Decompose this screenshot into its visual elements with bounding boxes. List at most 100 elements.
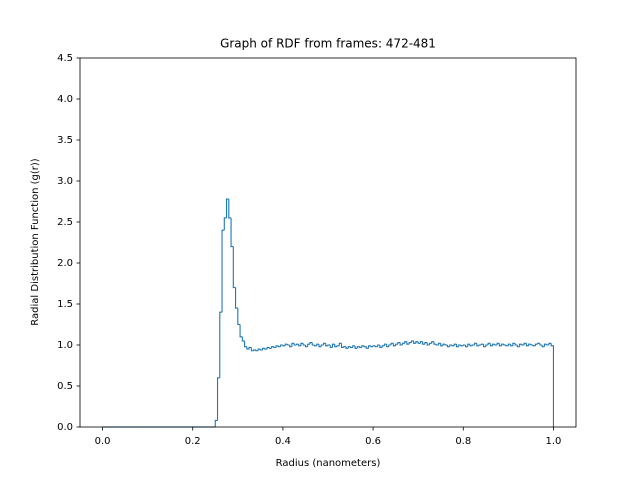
histogram-step — [548, 342, 552, 345]
histogram-step — [453, 343, 457, 346]
histogram-step — [467, 343, 471, 347]
histogram-step — [390, 342, 394, 345]
y-tick-label: 3.5 — [57, 135, 73, 146]
histogram-step — [525, 343, 529, 347]
histogram-step — [336, 345, 340, 347]
histogram-step — [451, 345, 455, 347]
histogram-step — [485, 344, 489, 347]
histogram-step — [408, 341, 412, 345]
histogram-step — [241, 336, 245, 342]
histogram-step — [483, 344, 486, 348]
histogram-step — [244, 340, 247, 348]
histogram-step — [255, 349, 259, 352]
histogram-step — [275, 345, 279, 348]
histogram-step — [253, 349, 256, 351]
histogram-step — [284, 343, 288, 346]
histogram-step — [327, 344, 331, 346]
histogram-step — [494, 344, 498, 346]
histogram-step — [392, 343, 396, 347]
histogram-step — [455, 344, 459, 348]
histogram-step — [381, 345, 385, 348]
histogram-step — [419, 341, 423, 344]
x-tick-label: 0.4 — [275, 436, 291, 447]
histogram-step — [325, 343, 328, 347]
histogram-step — [232, 246, 236, 289]
histogram-step — [304, 345, 308, 348]
histogram-step — [214, 419, 218, 427]
histogram-step — [266, 346, 270, 350]
histogram-step — [492, 343, 495, 346]
histogram-step — [503, 344, 507, 346]
histogram-step — [516, 345, 520, 348]
histogram-step — [478, 344, 482, 346]
histogram-step — [225, 198, 229, 218]
histogram-step — [532, 345, 536, 347]
histogram-step — [460, 345, 464, 347]
histogram-step — [449, 344, 452, 347]
histogram-step — [370, 345, 374, 348]
histogram-step — [354, 345, 358, 349]
y-axis-label: Radial Distribution Function (g(r)) — [30, 158, 41, 325]
histogram-step — [345, 346, 349, 349]
histogram-step — [433, 341, 437, 345]
histogram-step — [235, 287, 238, 309]
histogram-step — [268, 347, 272, 349]
y-tick-label: 2.0 — [57, 258, 73, 269]
x-tick-label: 0.0 — [95, 436, 111, 447]
histogram-step — [476, 343, 480, 347]
histogram-step — [426, 342, 430, 346]
histogram-step — [444, 344, 448, 346]
histogram-step — [282, 345, 286, 347]
histogram-step — [464, 345, 468, 348]
x-axis-label: Radius (nanometers) — [276, 458, 381, 469]
histogram-step — [365, 346, 369, 349]
histogram-step — [228, 199, 232, 219]
histogram-step — [415, 341, 419, 344]
histogram-step — [442, 343, 446, 346]
histogram-step — [311, 342, 315, 346]
histogram-step — [406, 341, 410, 345]
histogram-step — [487, 342, 491, 345]
histogram-step — [262, 347, 265, 350]
histogram-step — [431, 341, 434, 344]
histogram-step — [356, 346, 360, 349]
histogram-step — [537, 342, 540, 345]
histogram-step — [307, 343, 310, 347]
histogram-step — [401, 342, 405, 345]
histogram-step — [546, 344, 549, 346]
y-tick-label: 2.5 — [57, 217, 73, 228]
histogram-step — [528, 343, 531, 346]
histogram-step — [320, 344, 324, 347]
y-tick-label: 4.0 — [57, 94, 73, 105]
histogram-step — [512, 342, 516, 346]
histogram-step — [250, 347, 254, 352]
histogram-step — [417, 341, 421, 344]
histogram-step — [363, 345, 367, 348]
histogram-step — [313, 345, 317, 347]
histogram-step — [248, 346, 252, 350]
histogram-step — [334, 344, 338, 348]
histogram-step — [361, 345, 365, 348]
histogram-step — [329, 345, 333, 349]
histogram-step — [410, 340, 414, 343]
histogram-step — [216, 377, 220, 421]
x-tick-label: 0.8 — [455, 436, 471, 447]
histogram-step — [507, 343, 511, 346]
histogram-step — [437, 342, 441, 345]
histogram-step — [395, 343, 398, 346]
histogram-step — [298, 344, 301, 347]
histogram-step — [510, 344, 513, 347]
histogram-step — [446, 345, 450, 348]
histogram-step — [237, 308, 241, 326]
histogram-step — [368, 345, 371, 349]
histogram-step — [223, 217, 227, 231]
histogram-step — [300, 342, 304, 346]
histogram-step — [534, 343, 538, 346]
histogram-step — [271, 346, 274, 349]
histogram-step — [404, 341, 407, 344]
histogram-step — [239, 324, 243, 338]
y-tick-label: 0.0 — [57, 422, 73, 433]
histogram-step — [462, 344, 466, 346]
